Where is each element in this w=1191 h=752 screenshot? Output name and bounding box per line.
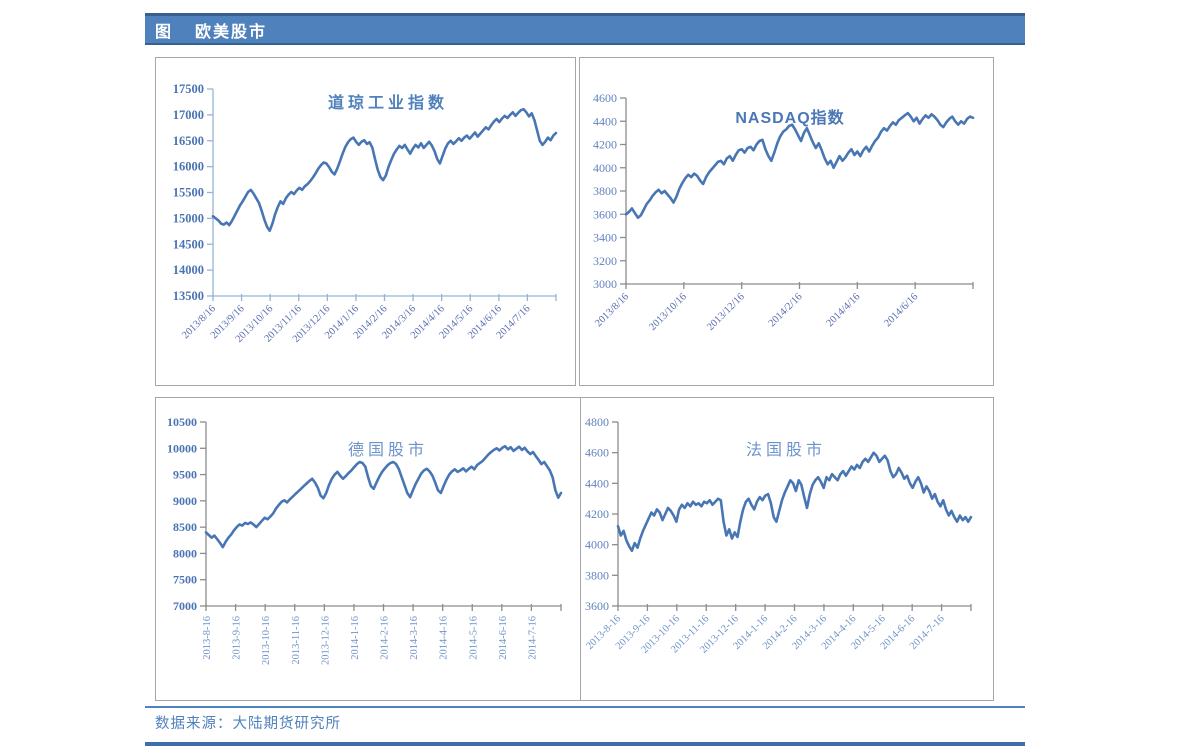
y-tick-label: 9000 [173, 494, 197, 508]
chart-title: NASDAQ指数 [735, 108, 844, 127]
x-tick-label: 2014-1-16 [350, 616, 361, 660]
x-tick-label: 2013-8-16 [202, 616, 213, 660]
x-tick-label: 2014-5-16 [468, 616, 479, 660]
y-tick-label: 8000 [173, 546, 197, 560]
y-tick-label: 4200 [585, 507, 609, 521]
y-tick-label: 9500 [173, 468, 197, 482]
y-tick-label: 10500 [167, 415, 197, 429]
y-tick-label: 4600 [593, 91, 617, 105]
section-title: 欧美股市 [195, 23, 268, 41]
y-tick-label: 4200 [593, 138, 617, 152]
x-tick-label: 2013-11-16 [291, 616, 302, 665]
y-tick-label: 15500 [173, 186, 204, 200]
y-tick-label: 16500 [173, 134, 204, 148]
y-tick-label: 4400 [585, 476, 609, 490]
chart-title: 道琼工业指数 [328, 93, 448, 112]
price-line [211, 107, 558, 233]
y-tick-label: 3600 [593, 207, 617, 221]
price-line [204, 444, 563, 549]
x-tick-label: 2014/2/16 [767, 291, 805, 329]
x-tick-label: 2014-3-16 [409, 616, 420, 660]
y-tick-label: 3800 [593, 184, 617, 198]
y-tick-label: 8500 [173, 520, 197, 534]
germany-chart: 10500 10000 9500 9000 8500 8000 7500 7000 2013-8… [167, 415, 563, 665]
x-tick-label: 2014/6/16 [882, 291, 920, 329]
x-tick-label: 2014-4-16 [439, 616, 450, 660]
y-tick-label: 4800 [585, 415, 609, 429]
y-tick-label: 3800 [585, 568, 609, 582]
dow-jones-chart: 17500 17000 16500 16000 15500 15000 14500 14000… [173, 82, 558, 345]
chart-panel-germany: 10500 10000 9500 9000 8500 8000 7500 7000 2013-8… [155, 397, 581, 701]
y-tick-label: 14000 [173, 263, 204, 277]
nasdaq-chart: 4600440042004000380036003400320030002013… [593, 91, 975, 333]
y-tick-label: 4000 [585, 538, 609, 552]
y-tick-label: 4000 [593, 161, 617, 175]
chart-panel-nasdaq: 4600 4400 4200 4000 3800 3600 3400 3200 3000 2013… [579, 57, 994, 386]
footer-divider-top [145, 706, 1025, 708]
price-line [616, 451, 973, 553]
x-tick-label: 2013-12-16 [320, 616, 331, 665]
section-header: 图 欧美股市 [145, 13, 1025, 45]
y-tick-label: 4400 [593, 114, 617, 128]
y-tick-label: 14500 [173, 237, 204, 251]
y-tick-label: 16000 [173, 160, 204, 174]
x-tick-label: 2013-10-16 [261, 616, 272, 665]
france-chart: 48004600440042004000380036002013-8-16201… [584, 415, 973, 656]
y-tick-label: 3400 [593, 231, 617, 245]
x-tick-label: 2013/10/16 [647, 291, 689, 333]
data-source-label: 数据来源：大陆期货研究所 [155, 716, 341, 732]
price-line [624, 111, 975, 219]
y-tick-label: 3600 [585, 599, 609, 613]
y-tick-label: 15000 [173, 211, 204, 225]
x-tick-label: 2013-9-16 [232, 616, 243, 660]
chart-title: 德国股市 [348, 441, 428, 459]
x-tick-label: 2014-2-16 [380, 616, 391, 660]
x-tick-label: 2014-6-16 [498, 616, 509, 660]
x-tick-label: 2013/12/16 [705, 291, 747, 333]
y-tick-label: 3200 [593, 254, 617, 268]
figure-label: 图 [155, 23, 172, 41]
chart-panel-france: 4800 4600 4400 4200 4000 3800 3600 2013-8-16 201… [580, 397, 994, 701]
x-tick-label: 2014-7-16 [527, 616, 538, 660]
x-tick-label: 2013/8/16 [593, 291, 631, 329]
y-tick-label: 7000 [173, 599, 197, 613]
y-tick-label: 17000 [173, 108, 204, 122]
chart-title: 法国股市 [746, 441, 826, 459]
footer-divider-bottom [145, 742, 1025, 746]
y-tick-label: 4600 [585, 446, 609, 460]
chart-panel-dow-jones: 17500 17000 16500 16000 15500 15000 14500 14000… [155, 57, 576, 386]
y-tick-label: 7500 [173, 573, 197, 587]
y-tick-label: 17500 [173, 82, 204, 96]
y-tick-label: 13500 [173, 289, 204, 303]
y-tick-label: 3000 [593, 277, 617, 291]
x-tick-label: 2014/4/16 [825, 291, 863, 329]
y-tick-label: 10000 [167, 441, 197, 455]
